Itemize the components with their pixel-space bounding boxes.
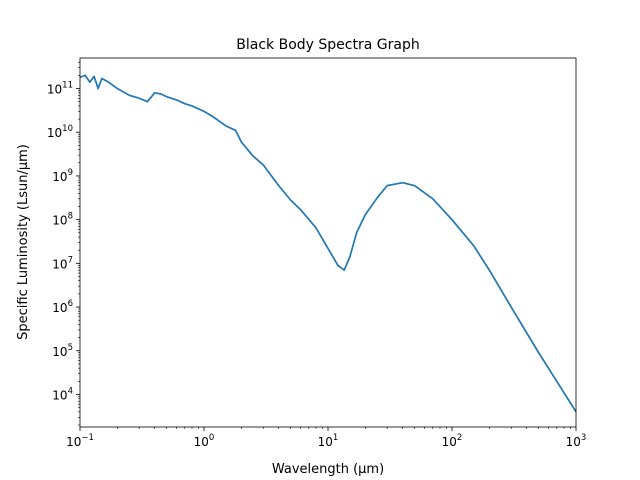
y-tick-label-exponent: 9: [68, 168, 73, 178]
spectrum-line: [79, 74, 577, 413]
y-tick-label-exponent: 10: [62, 124, 73, 134]
y-tick-label-base: 10: [52, 388, 67, 402]
y-tick-label-base: 10: [52, 345, 67, 359]
y-tick-label-exponent: 4: [68, 386, 73, 396]
x-tick-label-exponent: 2: [457, 433, 462, 443]
y-tick-label: 107: [52, 255, 73, 271]
plot-frame: [79, 57, 577, 428]
y-tick-label: 109: [52, 168, 73, 184]
x-tick-label: 101: [318, 433, 339, 449]
y-tick-label-exponent: 7: [68, 255, 73, 265]
x-tick-label-base: 10: [442, 435, 457, 449]
x-tick-label-base: 10: [194, 435, 209, 449]
y-tick-label-base: 10: [47, 83, 62, 97]
x-tick-label-exponent: 1: [333, 433, 338, 443]
x-tick-label: 10−1: [66, 433, 94, 449]
x-tick-label-base: 10: [318, 435, 333, 449]
y-tick-label-exponent: 11: [62, 81, 73, 91]
x-tick-label-exponent: 0: [209, 433, 214, 443]
y-tick-label: 1010: [47, 124, 73, 140]
y-tick-label-exponent: 5: [68, 343, 73, 353]
x-tick-label: 102: [442, 433, 463, 449]
y-tick-label-base: 10: [47, 126, 62, 140]
y-tick-label: 108: [52, 212, 73, 228]
x-tick-label: 100: [194, 433, 215, 449]
y-tick-label-base: 10: [52, 301, 67, 315]
chart-title: Black Body Spectra Graph: [236, 37, 419, 53]
y-tick-label-base: 10: [52, 257, 67, 271]
x-ticks: 10−1 100 101 102 103: [66, 427, 586, 449]
y-tick-label: 1011: [47, 81, 73, 97]
x-axis-label: Wavelength (μm): [272, 462, 384, 477]
x-tick-label-exponent: 3: [581, 433, 586, 443]
y-tick-label: 106: [52, 299, 73, 315]
x-tick-label-exponent: −1: [81, 433, 94, 443]
y-tick-label-base: 10: [52, 214, 67, 228]
y-tick-label-base: 10: [52, 170, 67, 184]
x-tick-label: 103: [566, 433, 587, 449]
y-tick-label-exponent: 8: [68, 212, 73, 222]
y-axis-label: Specific Luminosity (Lsun/μm): [16, 144, 31, 340]
x-tick-label-base: 10: [66, 435, 81, 449]
y-tick-label: 105: [52, 343, 73, 359]
y-tick-label: 104: [52, 386, 73, 402]
y-tick-label-exponent: 6: [68, 299, 73, 309]
x-tick-label-base: 10: [566, 435, 581, 449]
